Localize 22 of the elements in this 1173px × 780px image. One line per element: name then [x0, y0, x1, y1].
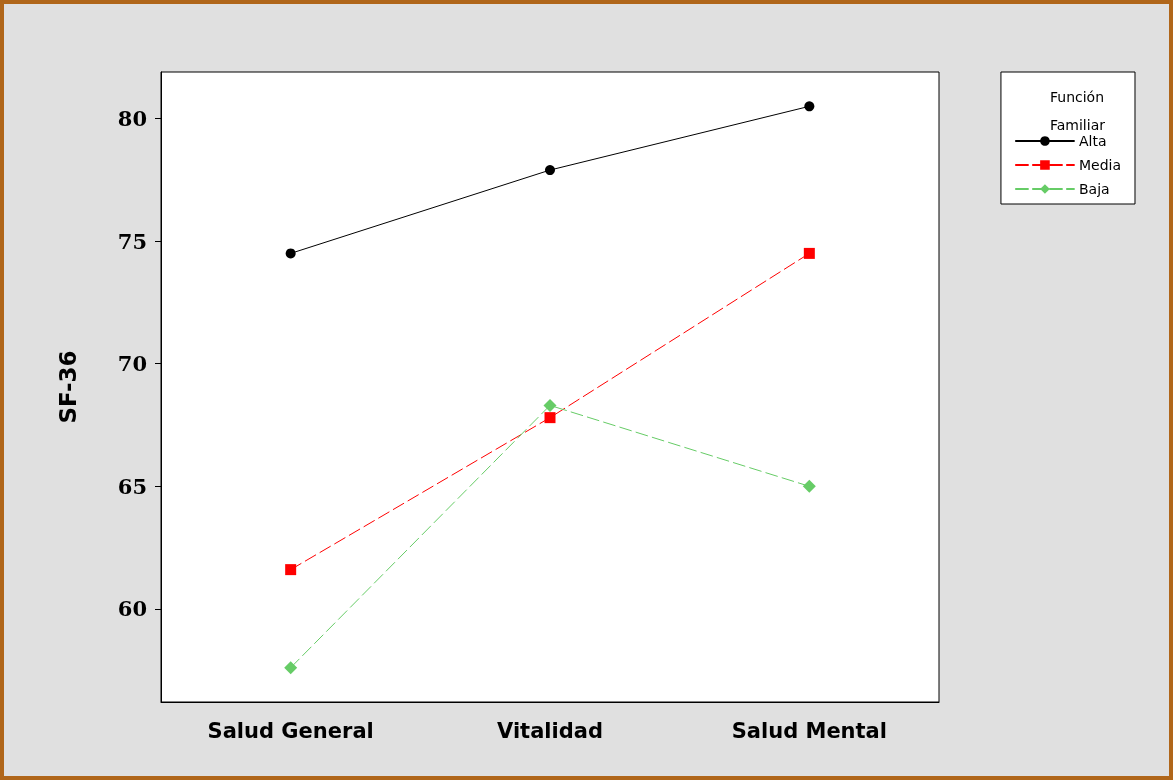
y-tick-label: 80 — [117, 106, 147, 132]
point — [545, 165, 555, 176]
point — [544, 412, 556, 424]
point — [802, 479, 816, 493]
y-tick-label: 60 — [117, 596, 147, 622]
legend-label: Alta — [1078, 133, 1107, 149]
point — [804, 101, 815, 112]
point — [285, 248, 296, 259]
legend-title: Función Familiar — [1050, 89, 1109, 133]
legend-label: Media — [1078, 157, 1122, 173]
point — [284, 661, 298, 675]
legend-label: Baja — [1078, 181, 1110, 197]
y-axis-title: SF-36 — [54, 350, 81, 424]
y-tick-label: 70 — [117, 351, 147, 377]
y-tick-label: 65 — [117, 473, 147, 499]
point — [543, 398, 557, 412]
point — [803, 247, 815, 259]
x-tick-label: Salud General — [207, 718, 374, 743]
x-tick-label: Vitalidad — [497, 718, 603, 743]
y-tick-label: 75 — [117, 228, 147, 254]
point — [285, 564, 297, 576]
x-tick-label: Salud Mental — [731, 718, 887, 743]
